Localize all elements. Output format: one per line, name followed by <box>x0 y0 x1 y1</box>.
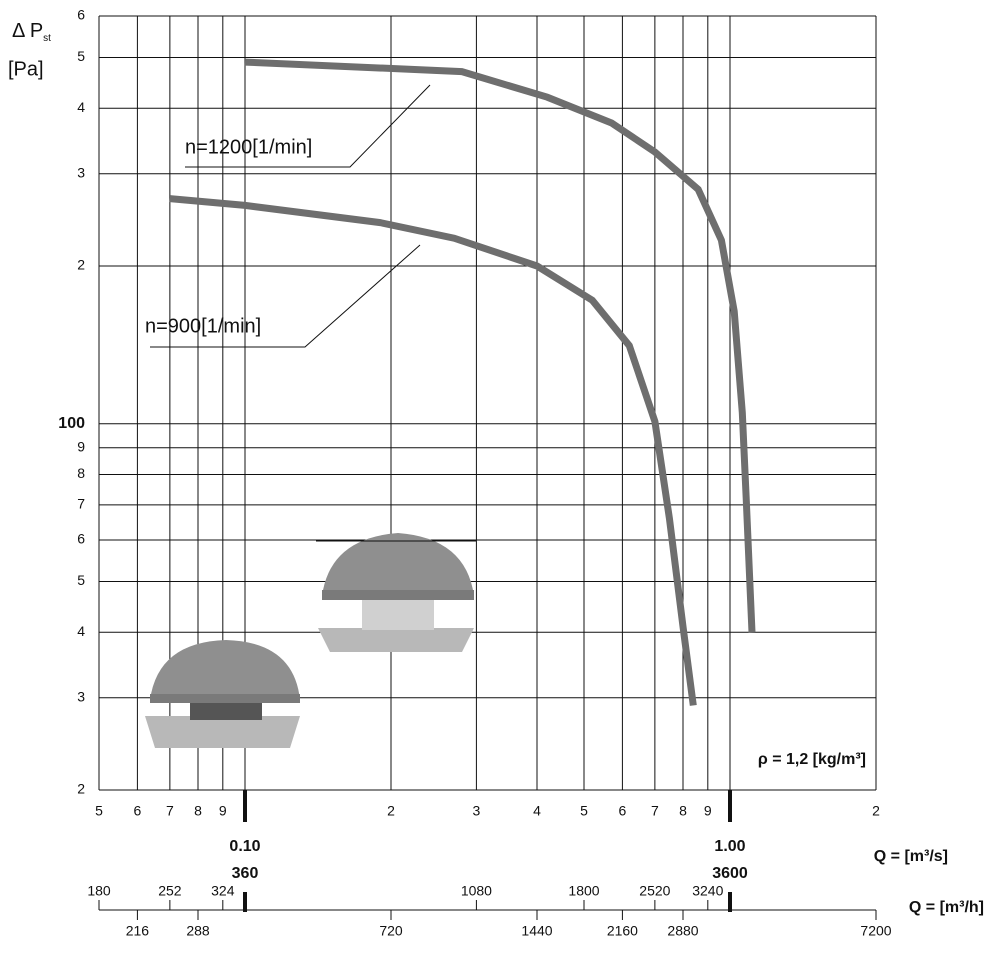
x2-tick-label: 1440 <box>521 923 552 939</box>
x-tick-label: 4 <box>533 803 541 819</box>
x2-axis-label: Q = [m³/h] <box>909 899 984 916</box>
y-tick-label: 6 <box>77 7 85 23</box>
x-tick-label: 2 <box>872 803 880 819</box>
y-tick-label: 6 <box>77 531 85 547</box>
x2-tick-label: 720 <box>379 923 403 939</box>
x-tick-label: 6 <box>134 803 142 819</box>
x2-tick-label: 324 <box>211 883 235 899</box>
y-tick-label: 8 <box>77 465 85 481</box>
y-tick-label: 7 <box>77 496 85 512</box>
x-tick-label: 8 <box>679 803 687 819</box>
x2-tick-label: 360 <box>232 865 259 882</box>
x2-tick-label: 3240 <box>692 883 723 899</box>
x2-tick-label: 2880 <box>667 923 698 939</box>
x-axis-label: Q = [m³/s] <box>874 848 948 865</box>
leader-line <box>150 244 421 348</box>
y-axis-label: Δ Pst <box>12 20 51 43</box>
fan-illustration-large <box>316 533 476 652</box>
x-tick-label: 9 <box>219 803 227 819</box>
y-tick-label: 100 <box>58 415 85 432</box>
curve <box>169 195 697 706</box>
curve <box>244 58 756 633</box>
x-tick-label: 9 <box>704 803 712 819</box>
y-tick-label: 3 <box>77 164 85 180</box>
x-tick-label: 7 <box>166 803 174 819</box>
x-tick-label: 5 <box>580 803 588 819</box>
y-axis-unit: [Pa] <box>8 58 44 80</box>
y-tick-label: 5 <box>77 48 85 64</box>
fan-illustration-small <box>145 640 300 748</box>
x2-tick-label: 288 <box>186 923 210 939</box>
y-tick-label: 2 <box>77 257 85 273</box>
y-tick-label: 2 <box>77 781 85 797</box>
y-tick-label: 4 <box>77 623 85 639</box>
grid <box>98 15 877 791</box>
axes: 2 3 4 5 6 7 8 9 100 2 3 4 5 6 5 6 7 8 9 0.10 2 3 4 5 6 7 8 9 1.00 2 18… <box>58 7 891 939</box>
x-tick-label: 3 <box>473 803 481 819</box>
y-tick-label: 3 <box>77 688 85 704</box>
y-tick-label: 9 <box>77 438 85 454</box>
x-tick-label: 6 <box>619 803 627 819</box>
y-tick-label: 4 <box>77 99 85 115</box>
x2-tick-label: 1080 <box>461 883 492 899</box>
x-tick-label: 2 <box>387 803 395 819</box>
x2-tick-label: 180 <box>87 883 111 899</box>
x2-tick-label: 2520 <box>639 883 670 899</box>
series-label: n=900[1/min] <box>145 315 261 337</box>
x2-tick-label: 252 <box>158 883 182 899</box>
y-tick-label: 5 <box>77 572 85 588</box>
x-tick-label: 0.10 <box>229 838 260 855</box>
series-label: n=1200[1/min] <box>185 136 312 158</box>
x-tick-label: 7 <box>651 803 659 819</box>
y-axis-label-sub: st <box>43 33 51 44</box>
leader-line <box>185 84 431 168</box>
x2-tick-label: 216 <box>126 923 150 939</box>
x2-tick-label: 3600 <box>712 865 748 882</box>
y-axis-label-main: Δ P <box>12 20 43 42</box>
x2-tick-label: 7200 <box>860 923 891 939</box>
x2-tick-label: 1800 <box>568 883 599 899</box>
x-tick-label: 5 <box>95 803 103 819</box>
x2-tick-label: 2160 <box>607 923 638 939</box>
annotation: ρ = 1,2 [kg/m³] <box>758 751 866 768</box>
x-tick-label: 8 <box>194 803 202 819</box>
x-tick-label: 1.00 <box>714 838 745 855</box>
